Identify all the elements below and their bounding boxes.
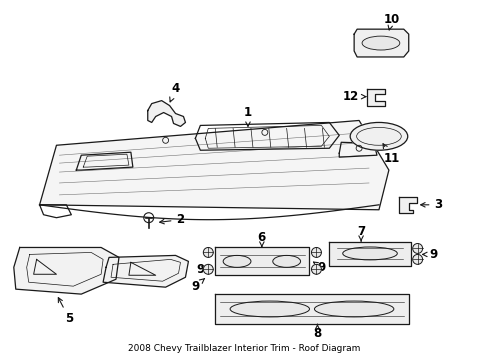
- Circle shape: [412, 243, 422, 253]
- Circle shape: [412, 255, 422, 264]
- Text: 4: 4: [169, 82, 179, 102]
- Polygon shape: [14, 247, 119, 294]
- Polygon shape: [366, 89, 384, 105]
- Polygon shape: [398, 197, 416, 213]
- Text: 2008 Chevy Trailblazer Interior Trim - Roof Diagram: 2008 Chevy Trailblazer Interior Trim - R…: [127, 344, 360, 353]
- Polygon shape: [328, 242, 410, 266]
- Polygon shape: [353, 29, 408, 57]
- Circle shape: [311, 264, 321, 274]
- Circle shape: [203, 247, 213, 257]
- Ellipse shape: [314, 301, 393, 317]
- Circle shape: [311, 247, 321, 257]
- Text: 9: 9: [422, 248, 437, 261]
- Polygon shape: [215, 247, 309, 275]
- Text: 8: 8: [313, 324, 321, 340]
- Text: 9: 9: [191, 279, 204, 293]
- Text: 9: 9: [313, 261, 325, 274]
- Polygon shape: [103, 255, 188, 287]
- Polygon shape: [147, 100, 185, 126]
- Text: 7: 7: [356, 225, 365, 241]
- Text: 12: 12: [343, 90, 365, 103]
- Text: 5: 5: [58, 298, 73, 325]
- Ellipse shape: [223, 255, 250, 267]
- Text: 2: 2: [160, 213, 184, 226]
- Text: 1: 1: [244, 106, 251, 126]
- Ellipse shape: [272, 255, 300, 267]
- Circle shape: [203, 264, 213, 274]
- Ellipse shape: [349, 122, 407, 150]
- Ellipse shape: [342, 247, 396, 260]
- Ellipse shape: [361, 36, 399, 50]
- Text: 11: 11: [382, 144, 399, 165]
- Text: 10: 10: [383, 13, 399, 30]
- Text: 9: 9: [196, 263, 207, 276]
- Polygon shape: [40, 121, 388, 210]
- Text: 6: 6: [257, 231, 265, 247]
- Polygon shape: [215, 294, 408, 324]
- Ellipse shape: [230, 301, 309, 317]
- Text: 3: 3: [420, 198, 442, 211]
